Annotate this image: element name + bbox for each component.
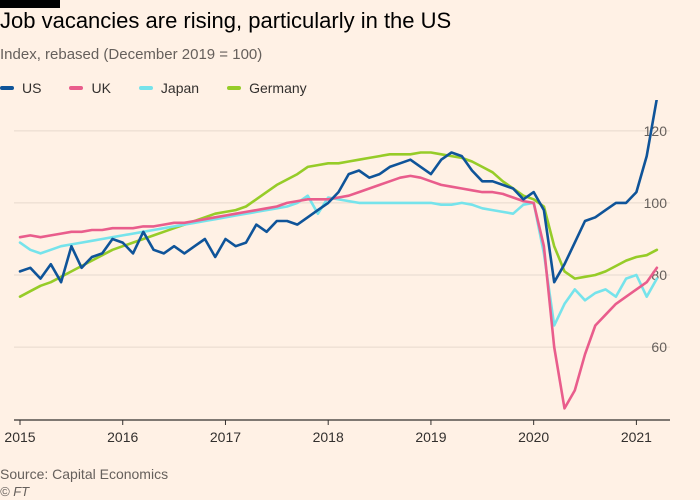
legend-label: Japan — [160, 80, 200, 96]
series-layer — [18, 100, 659, 410]
legend-swatch — [69, 86, 84, 90]
ft-brand-bar — [0, 0, 60, 8]
legend-swatch — [138, 86, 153, 90]
y-tick-label: 120 — [644, 123, 668, 139]
y-tick-label: 100 — [644, 195, 668, 211]
series-line-uk — [18, 174, 659, 410]
legend-item-us: US — [0, 80, 41, 96]
series-line-us — [18, 100, 658, 284]
line-chart: 60 80 100 120 2015 2016 2017 2018 2019 2020 2021 — [4, 100, 670, 445]
y-tick-label: 80 — [651, 267, 667, 283]
legend-item-japan: Japan — [138, 80, 200, 96]
grid-layer — [14, 130, 670, 421]
x-tick-label: 2020 — [518, 429, 549, 445]
x-tick-label: 2017 — [210, 429, 241, 445]
source-note: Source: Capital Economics — [0, 466, 169, 482]
y-tick-label: 60 — [651, 339, 667, 355]
x-tick-label: 2018 — [313, 429, 344, 445]
chart-legend: US UK Japan Germany — [0, 78, 335, 98]
chart-title: Job vacancies are rising, particularly i… — [0, 8, 452, 33]
legend-swatch — [227, 86, 242, 90]
legend-item-uk: UK — [69, 80, 111, 96]
x-tick-labels: 2015 2016 2017 2018 2019 2020 2021 — [4, 420, 652, 445]
legend-label: US — [22, 80, 42, 96]
x-tick-label: 2019 — [415, 429, 446, 445]
ft-credit: © FT — [0, 484, 30, 499]
x-tick-label: 2016 — [107, 429, 138, 445]
legend-swatch — [0, 86, 14, 90]
chart-subtitle: Index, rebased (December 2019 = 100) — [0, 46, 263, 63]
legend-item-germany: Germany — [227, 80, 307, 96]
legend-label: UK — [91, 80, 111, 96]
x-tick-label: 2015 — [4, 429, 35, 445]
x-tick-label: 2021 — [621, 429, 652, 445]
legend-label: Germany — [249, 80, 307, 96]
